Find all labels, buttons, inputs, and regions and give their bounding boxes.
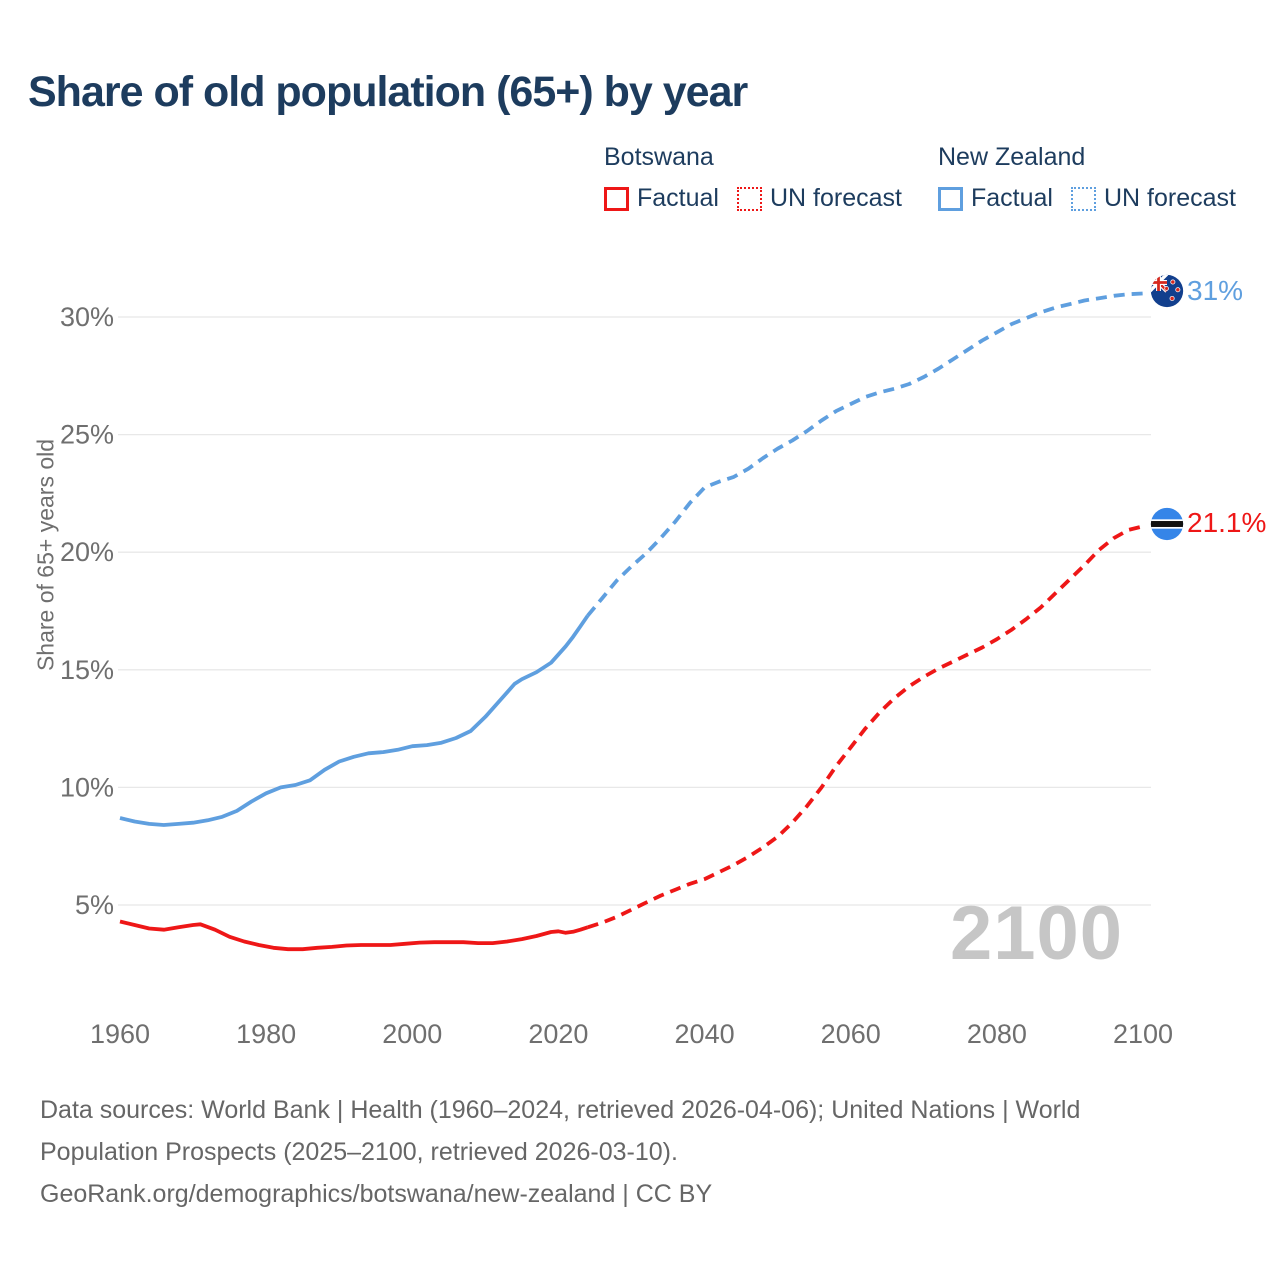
new-zealand-flag-icon: [1150, 274, 1184, 308]
legend-swatch-botswana-forecast-icon: [736, 186, 762, 211]
end-value-label-botswana: 21.1%: [1187, 507, 1267, 538]
y-tick-label-20: 20%: [60, 537, 114, 567]
end-value-label-new-zealand: 31%: [1187, 275, 1244, 306]
x-tick-label-2080: 2080: [967, 1019, 1027, 1049]
legend-group-new-zealand: New Zealand Factual UN forecast: [938, 144, 1236, 213]
legend-item-botswana-forecast: UN forecast: [736, 184, 902, 213]
legend-swatch-new-zealand-factual-icon: [938, 186, 963, 211]
new-zealand-factual-line: [119, 614, 590, 827]
y-tick-label-30: 30%: [60, 302, 114, 332]
legend-heading-new-zealand: New Zealand: [938, 143, 1086, 171]
legend-swatch-new-zealand-forecast-icon: [1070, 186, 1096, 211]
y-tick-label-25: 25%: [60, 420, 114, 450]
y-tick-label-15: 15%: [60, 655, 114, 685]
new-zealand-un-forecast-line: [586, 291, 1144, 617]
chart-watermark: 2100: [950, 891, 1124, 976]
data-sources-line-2: Population Prospects (2025–2100, retriev…: [40, 1138, 678, 1166]
legend-row-botswana: Factual UN forecast: [604, 184, 902, 213]
x-tick-label-2020: 2020: [528, 1019, 588, 1049]
x-tick-label-2040: 2040: [675, 1019, 735, 1049]
legend-swatch-botswana-factual-icon: [604, 186, 629, 211]
legend-heading-botswana: Botswana: [604, 143, 714, 171]
x-tick-label-2000: 2000: [382, 1019, 442, 1049]
legend-group-botswana: Botswana Factual UN forecast: [604, 144, 902, 213]
legend-item-new-zealand-factual: Factual: [938, 184, 1053, 213]
legend-item-botswana-factual: Factual: [604, 184, 719, 213]
legend-row-new-zealand: Factual UN forecast: [938, 184, 1236, 213]
page-title: Share of old population (65+) by year: [28, 68, 748, 116]
y-tick-label-5: 5%: [75, 890, 114, 920]
botswana-flag-icon: [1150, 507, 1184, 541]
y-tick-label-10: 10%: [60, 772, 114, 802]
legend-label-botswana-factual: Factual: [637, 184, 719, 212]
legend-label-new-zealand-factual: Factual: [971, 184, 1053, 212]
data-sources-note: Data sources: World Bank | Health (1960–…: [40, 1089, 1080, 1215]
x-tick-label-1980: 1980: [236, 1019, 296, 1049]
botswana-factual-line: [119, 919, 589, 952]
data-sources-line-3: GeoRank.org/demographics/botswana/new-ze…: [40, 1180, 713, 1208]
legend-item-new-zealand-forecast: UN forecast: [1070, 184, 1236, 213]
data-sources-line-1: Data sources: World Bank | Health (1960–…: [40, 1096, 1081, 1124]
x-tick-label-2100: 2100: [1113, 1019, 1173, 1049]
legend-label-new-zealand-forecast: UN forecast: [1103, 184, 1236, 212]
legend-label-botswana-forecast: UN forecast: [769, 184, 902, 212]
botswana-un-forecast-line: [587, 524, 1144, 930]
x-tick-label-2060: 2060: [821, 1019, 881, 1049]
x-tick-label-1960: 1960: [90, 1019, 150, 1049]
